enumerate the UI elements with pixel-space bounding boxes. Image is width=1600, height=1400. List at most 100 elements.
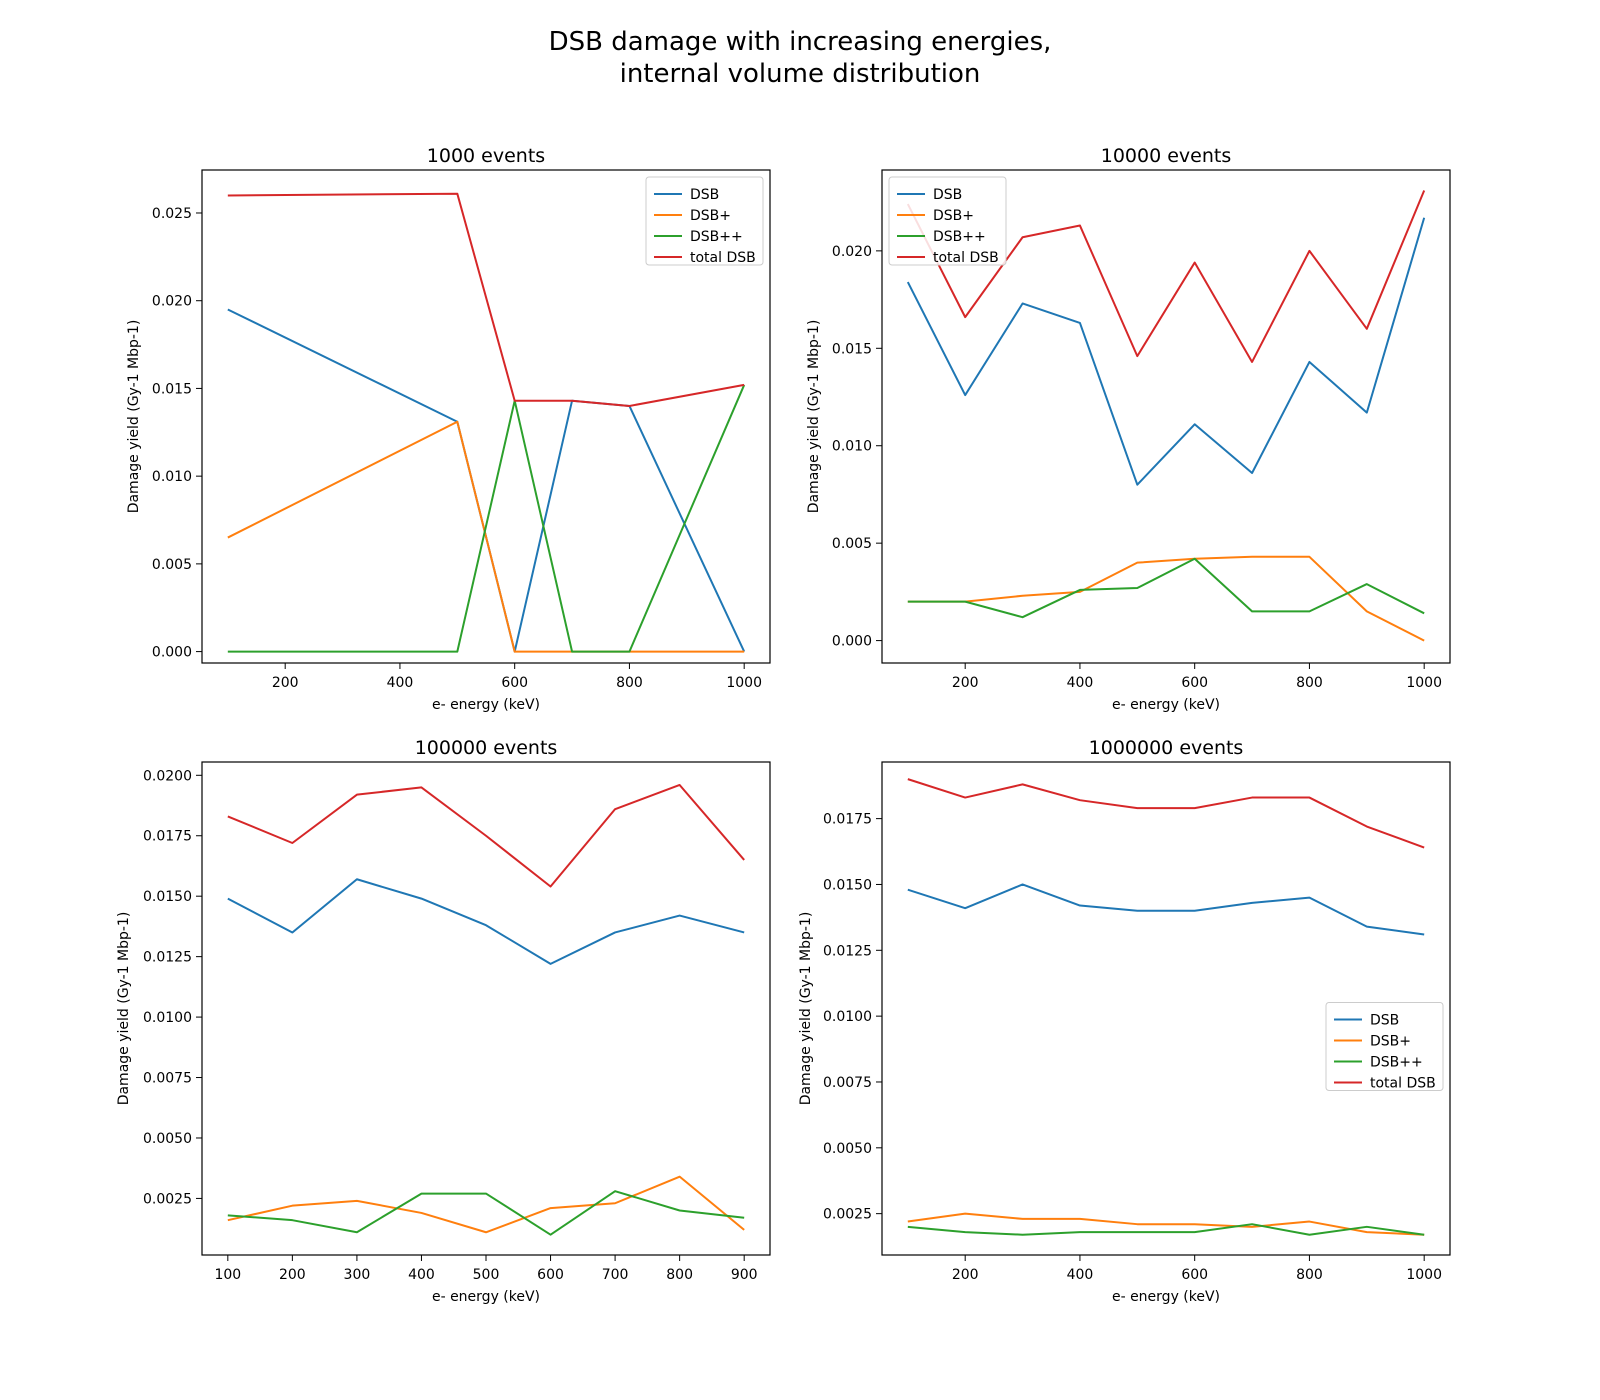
y-tick-label: 0.010 [152,469,192,485]
y-tick-label: 0.0050 [143,1131,192,1147]
legend: DSB DSB+ DSB++ total DSB [888,176,1007,266]
x-tick-label: 200 [279,1267,306,1283]
x-tick-label: 700 [602,1267,629,1283]
y-tick-label: 0.0125 [823,943,872,959]
y-tick-label: 0.0025 [143,1191,192,1207]
plot-area-frame [201,169,771,664]
x-tick-label: 300 [344,1267,371,1283]
subplot-title: 1000000 events [1089,737,1244,759]
x-tick-label: 1000 [1406,1267,1442,1283]
x-tick-label: 800 [616,675,643,691]
legend-box [645,176,764,266]
figure-title-line-2: internal volume distribution [620,59,981,89]
y-tick-label: 0.0175 [143,829,192,845]
y-tick-label: 0.020 [832,244,872,260]
x-tick-label: 100 [214,1267,241,1283]
y-tick-label: 0.0175 [823,812,872,828]
y-tick-label: 0.000 [832,634,872,650]
subplot-2: 10000 events 200 400 600 800 1000 0.000 0.005 0.… [806,145,1451,713]
x-tick-label: 400 [1067,675,1094,691]
series-line-total-dsb [227,783,745,888]
series-line-dsbplus [227,1175,745,1234]
legend-label-dsbplus: DSB+ [690,208,731,224]
y-tick-label: 0.0075 [823,1075,872,1091]
series-line-dsbplusplus [907,557,1425,619]
series-line-total-dsb [906,190,1426,363]
series-line-dsbplusplus [907,1223,1425,1236]
x-tick-label: 600 [1181,675,1208,691]
y-tick-label: 0.000 [152,645,192,661]
x-tick-label: 400 [408,1267,435,1283]
series-line-dsb [906,217,1426,486]
x-axis-label: e- energy (keV) [432,697,540,713]
x-tick-label: 600 [537,1267,564,1283]
x-axis-label: e- energy (keV) [432,1289,540,1305]
series-line-dsbplus [907,1212,1425,1236]
subplot-1: 1000 events 200 400 600 800 1000 0.000 0.005 0.0… [126,145,771,713]
x-tick-label: 200 [952,675,979,691]
series-line-dsbplus [907,555,1425,642]
y-axis-label: Damage yield (Gy-1 Mbp-1) [126,320,142,514]
y-tick-label: 0.005 [832,536,872,552]
figure-title-line-1: DSB damage with increasing energies, [549,27,1052,57]
y-tick-label: 0.025 [152,206,192,222]
subplot-4: 1000000 events 200 400 600 800 1000 0.0025 0.00… [798,737,1451,1305]
legend-box [888,176,1007,266]
y-tick-label: 0.015 [832,341,872,357]
legend: DSB DSB+ DSB++ total DSB [1325,1002,1444,1092]
legend-label-dsbplusplus: DSB++ [690,229,743,245]
x-tick-label: 600 [1181,1267,1208,1283]
series-line-dsbplus [227,420,745,653]
series-line-dsb [907,883,1425,936]
subplot-title: 10000 events [1101,145,1232,167]
series-line-dsbplusplus [227,1190,745,1236]
legend-label-total-dsb: total DSB [1370,1076,1436,1092]
y-tick-label: 0.0025 [823,1207,872,1223]
legend-label-dsbplusplus: DSB++ [933,229,986,245]
subplot-3: 100000 events 100 200 300 400 500 600 700 800 900… [116,737,771,1305]
y-tick-label: 0.0050 [823,1141,872,1157]
legend-label-total-dsb: total DSB [933,250,999,266]
x-tick-label: 200 [272,675,299,691]
y-tick-label: 0.020 [152,294,192,310]
legend-label-dsb: DSB [933,187,962,203]
x-axis-label: e- energy (keV) [1112,697,1220,713]
y-tick-label: 0.0125 [143,950,192,966]
y-axis-label: Damage yield (Gy-1 Mbp-1) [798,912,814,1106]
x-tick-label: 1000 [726,675,762,691]
y-tick-label: 0.0200 [143,768,192,784]
x-tick-label: 500 [473,1267,500,1283]
y-tick-label: 0.0150 [143,889,192,905]
legend-label-dsbplusplus: DSB++ [1370,1055,1423,1071]
y-tick-label: 0.0150 [823,877,872,893]
series-line-dsb [227,308,746,653]
plot-area-frame [881,169,1451,664]
subplot-title: 100000 events [415,737,558,759]
x-tick-label: 800 [1296,675,1323,691]
legend-label-total-dsb: total DSB [690,250,756,266]
series-line-total-dsb [907,778,1425,849]
y-axis-label: Damage yield (Gy-1 Mbp-1) [806,320,822,514]
y-tick-label: 0.005 [152,557,192,573]
x-tick-label: 800 [666,1267,693,1283]
y-tick-label: 0.0100 [823,1009,872,1025]
x-tick-label: 800 [1296,1267,1323,1283]
x-tick-label: 600 [501,675,528,691]
y-tick-label: 0.010 [832,439,872,455]
x-tick-label: 400 [1067,1267,1094,1283]
subplot-grid: 1000 events 200 400 600 800 1000 0.000 0.005 0.0… [116,145,1451,1305]
plot-area-frame [881,761,1451,1256]
legend-label-dsb: DSB [1370,1013,1399,1029]
y-tick-label: 0.0100 [143,1010,192,1026]
legend: DSB DSB+ DSB++ total DSB [645,176,764,266]
x-tick-label: 900 [731,1267,758,1283]
legend-label-dsbplus: DSB+ [933,208,974,224]
subplot-title: 1000 events [427,145,545,167]
legend-label-dsb: DSB [690,187,719,203]
y-axis-label: Damage yield (Gy-1 Mbp-1) [116,912,132,1106]
y-tick-label: 0.015 [152,381,192,397]
legend-label-dsbplus: DSB+ [1370,1034,1411,1050]
y-tick-label: 0.0075 [143,1071,192,1087]
x-tick-label: 400 [387,675,414,691]
